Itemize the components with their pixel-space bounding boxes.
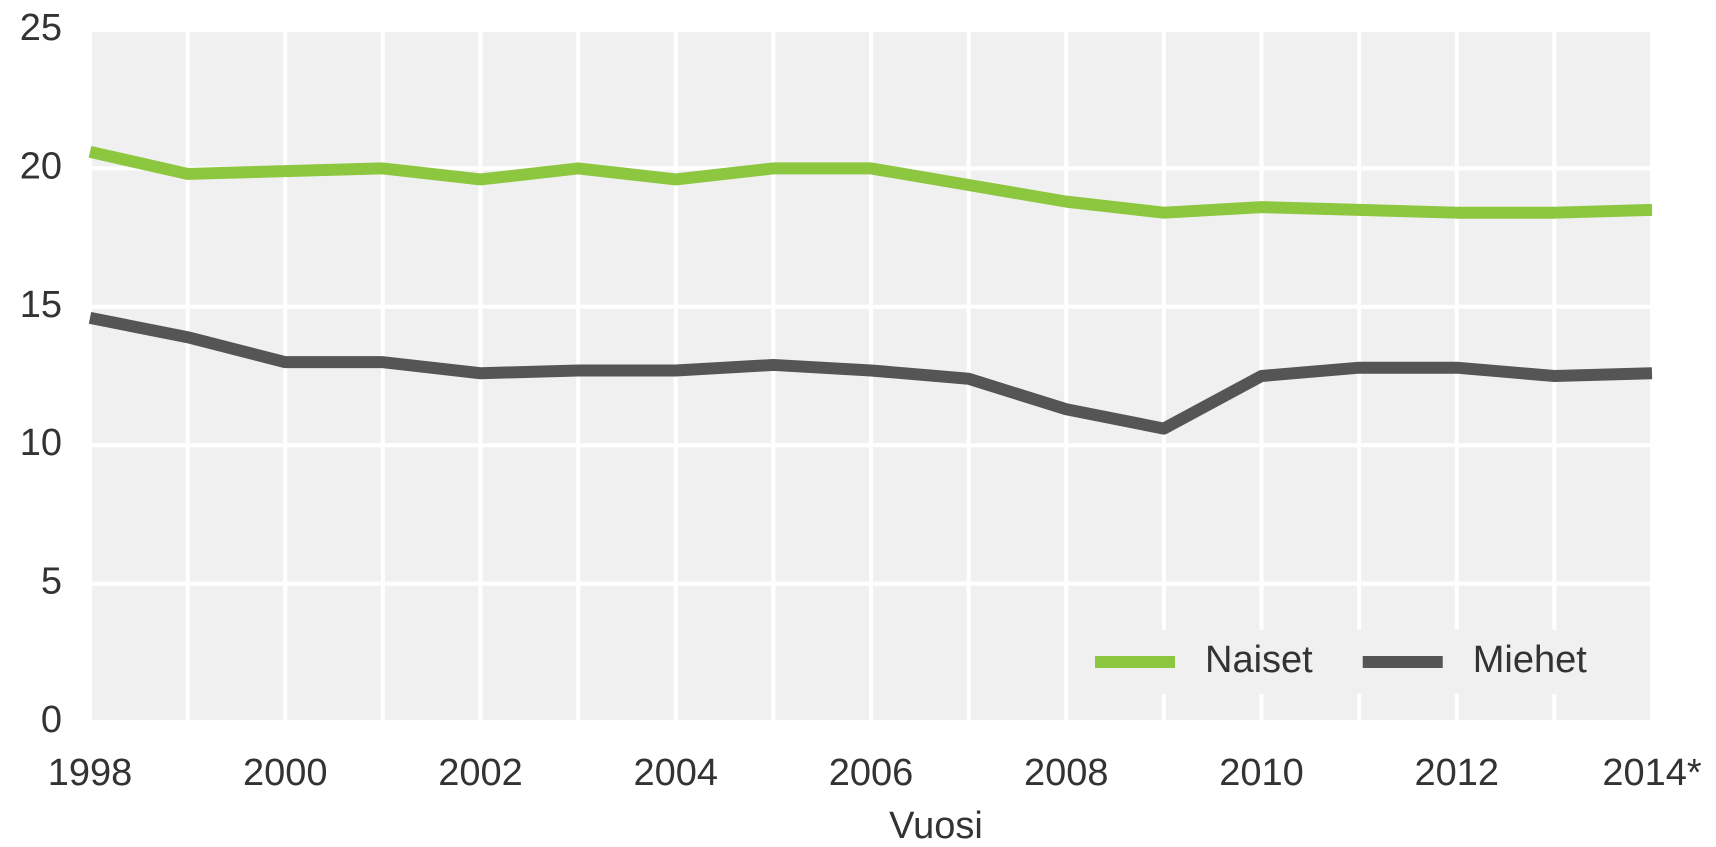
series-line (88, 311, 1653, 435)
x-axis-label: Vuosi (889, 805, 983, 847)
y-tick-label: 5 (41, 561, 62, 603)
x-tick-label: 2006 (829, 752, 914, 794)
y-tick-label: 15 (20, 284, 62, 326)
x-tick-label: 2000 (243, 752, 328, 794)
legend-label: Miehet (1473, 639, 1587, 681)
x-tick-label: 1998 (48, 752, 133, 794)
series-line (88, 145, 1653, 219)
x-tick-label: 2004 (633, 752, 718, 794)
x-tick-label: 2010 (1219, 752, 1304, 794)
y-tick-label: 10 (20, 422, 62, 464)
legend-label: Naiset (1205, 639, 1313, 681)
y-tick-label: 20 (20, 145, 62, 187)
y-tick-label: 0 (41, 699, 62, 741)
x-tick-label: 2014* (1602, 752, 1702, 794)
y-tick-label: 25 (20, 7, 62, 49)
x-tick-label: 2002 (438, 752, 523, 794)
x-tick-label: 2012 (1414, 752, 1499, 794)
x-tick-label: 2008 (1024, 752, 1109, 794)
